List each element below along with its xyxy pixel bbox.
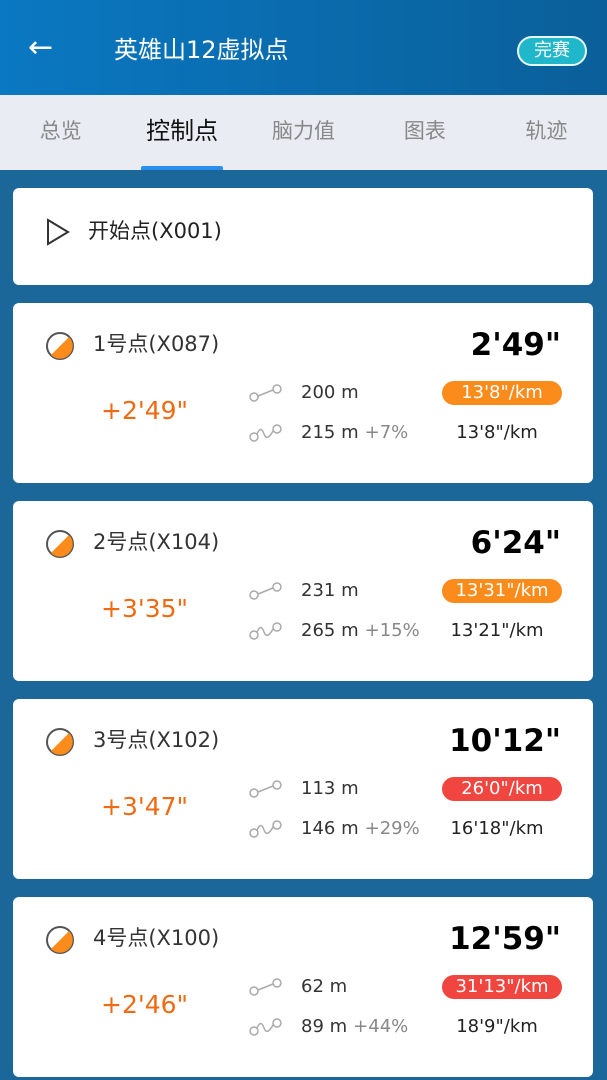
control-flag-icon xyxy=(46,728,74,756)
start-point-card[interactable]: 开始点(X001) xyxy=(13,188,593,285)
straight-route-icon xyxy=(249,384,282,402)
extra-distance-percent: +15% xyxy=(364,620,420,641)
straight-pace-badge: 13'31"/km xyxy=(442,579,562,603)
control-point-card[interactable]: 2号点(X104) 6'24" +3'35" 231 m 13'31"/km 2… xyxy=(13,501,593,681)
extra-distance-percent: +29% xyxy=(364,818,420,839)
back-arrow-icon[interactable]: ← xyxy=(28,30,54,65)
tab-controls[interactable]: 控制点 xyxy=(121,95,242,170)
split-time: +3'35" xyxy=(101,594,189,623)
play-icon xyxy=(47,218,70,246)
straight-distance: 113 m xyxy=(301,778,359,799)
actual-distance: 146 m xyxy=(301,818,359,839)
straight-distance-row: 62 m 31'13"/km xyxy=(249,973,579,1001)
page-title: 英雄山12虚拟点 xyxy=(114,36,289,64)
actual-route-icon xyxy=(249,1018,282,1036)
control-name: 2号点(X104) xyxy=(93,530,220,554)
straight-distance-row: 231 m 13'31"/km xyxy=(249,577,579,605)
actual-distance: 215 m xyxy=(301,422,359,443)
app-header: ← 英雄山12虚拟点 完赛 xyxy=(0,0,607,95)
straight-distance: 200 m xyxy=(301,382,359,403)
control-point-card[interactable]: 1号点(X087) 2'49" +2'49" 200 m 13'8"/km 21… xyxy=(13,303,593,483)
straight-distance-row: 200 m 13'8"/km xyxy=(249,379,579,407)
actual-distance: 265 m xyxy=(301,620,359,641)
straight-pace-badge: 13'8"/km xyxy=(442,381,562,405)
control-flag-icon xyxy=(46,332,74,360)
actual-pace: 18'9"/km xyxy=(456,1016,538,1037)
straight-pace-badge: 26'0"/km xyxy=(442,777,562,801)
status-badge: 完赛 xyxy=(517,36,587,66)
actual-route-icon xyxy=(249,622,282,640)
control-point-card[interactable]: 3号点(X102) 10'12" +3'47" 113 m 26'0"/km 1… xyxy=(13,699,593,879)
cumulative-time: 2'49" xyxy=(470,327,561,363)
extra-distance-percent: +7% xyxy=(364,422,409,443)
straight-route-icon xyxy=(249,978,282,996)
tab-overview[interactable]: 总览 xyxy=(39,119,82,143)
tab-bar: 总览 控制点 脑力值 图表 轨迹 xyxy=(0,95,607,170)
split-time: +2'46" xyxy=(101,990,189,1019)
tab-track[interactable]: 轨迹 xyxy=(525,119,568,143)
actual-route-icon xyxy=(249,820,282,838)
straight-pace-badge: 31'13"/km xyxy=(442,975,562,999)
cumulative-time: 12'59" xyxy=(449,921,561,957)
tab-charts[interactable]: 图表 xyxy=(403,119,446,143)
split-time: +2'49" xyxy=(101,396,189,425)
actual-distance-row: 215 m +7% 13'8"/km xyxy=(249,419,579,447)
tab-brain[interactable]: 脑力值 xyxy=(272,119,336,143)
cumulative-time: 10'12" xyxy=(449,723,561,759)
actual-pace: 16'18"/km xyxy=(450,818,544,839)
actual-distance-row: 146 m +29% 16'18"/km xyxy=(249,815,579,843)
actual-pace: 13'8"/km xyxy=(456,422,538,443)
actual-pace: 13'21"/km xyxy=(450,620,544,641)
straight-distance: 62 m xyxy=(301,976,348,997)
actual-route-icon xyxy=(249,424,282,442)
cumulative-time: 6'24" xyxy=(470,525,561,561)
split-time: +3'47" xyxy=(101,792,189,821)
straight-distance: 231 m xyxy=(301,580,359,601)
extra-distance-percent: +44% xyxy=(353,1016,409,1037)
control-flag-icon xyxy=(46,530,74,558)
control-point-card[interactable]: 4号点(X100) 12'59" +2'46" 62 m 31'13"/km 8… xyxy=(13,897,593,1077)
control-flag-icon xyxy=(46,926,74,954)
actual-distance-row: 265 m +15% 13'21"/km xyxy=(249,617,579,645)
actual-distance-row: 89 m +44% 18'9"/km xyxy=(249,1013,579,1041)
control-name: 3号点(X102) xyxy=(93,728,220,752)
control-name: 4号点(X100) xyxy=(93,926,220,950)
straight-route-icon xyxy=(249,582,282,600)
straight-route-icon xyxy=(249,780,282,798)
straight-distance-row: 113 m 26'0"/km xyxy=(249,775,579,803)
actual-distance: 89 m xyxy=(301,1016,348,1037)
control-name: 1号点(X087) xyxy=(93,332,220,356)
start-point-label: 开始点(X001) xyxy=(88,219,222,243)
